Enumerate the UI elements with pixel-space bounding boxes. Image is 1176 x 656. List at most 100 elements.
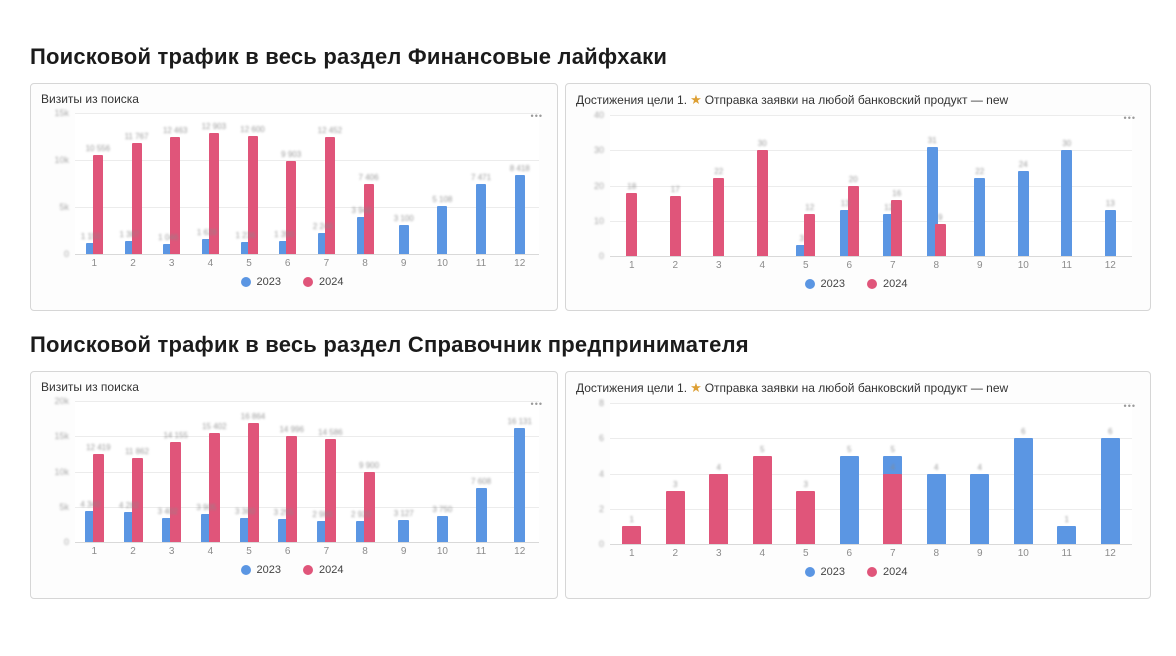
bar-2024-month-5[interactable] [804, 213, 816, 256]
bar-2024-month-3[interactable] [170, 442, 182, 542]
bar-2024-month-3[interactable] [713, 178, 725, 256]
legend-item-2024[interactable]: 2024 [303, 564, 343, 576]
x-axis-month-label: 11 [1061, 259, 1072, 271]
x-axis-month-label: 9 [400, 545, 407, 557]
bar-2023-month-6[interactable] [278, 519, 290, 542]
bar-2023-month-6[interactable] [839, 455, 859, 544]
chart-area: ••• 15k 10k 5k 0 1 150 10 556 1 387 11 767 1 046… [39, 108, 545, 288]
legend-dot-icon [303, 565, 313, 575]
bar-2024-month-4[interactable] [208, 132, 219, 254]
bar-2023-month-5[interactable] [240, 242, 251, 254]
bar-2023-month-7[interactable] [316, 521, 328, 542]
bar-2024-month-6[interactable] [286, 436, 298, 542]
bar-value-label: 1 046 [158, 233, 179, 243]
legend-item-2023[interactable]: 2023 [804, 278, 845, 290]
bar-2023-month-10[interactable] [1017, 171, 1029, 256]
bar-2023-month-12[interactable] [1104, 210, 1116, 256]
bar-2024-month-1[interactable] [622, 526, 642, 544]
bar-2023-month-8[interactable] [356, 216, 367, 254]
bar-2023-month-9[interactable] [398, 519, 410, 542]
legend-item-2023[interactable]: 2023 [240, 564, 281, 576]
bar-2024-month-8[interactable] [934, 224, 946, 256]
bar-2023-month-3[interactable] [162, 518, 174, 542]
bar-2023-month-9[interactable] [398, 224, 409, 254]
bar-2023-month-3[interactable] [163, 244, 174, 254]
bar-2023-month-8[interactable] [926, 473, 946, 544]
bar-2023-month-6[interactable] [279, 240, 290, 254]
bar-2023-month-11[interactable] [475, 488, 487, 542]
bar-2024-month-7[interactable] [324, 136, 335, 254]
bar-2024-month-7[interactable] [324, 439, 336, 542]
bar-2024-month-7[interactable] [883, 473, 903, 544]
bar-2024-month-3[interactable] [709, 473, 729, 544]
x-axis-month-label: 9 [976, 547, 983, 559]
section-heading-1: Поисковой трафик в весь раздел Финансовы… [30, 44, 668, 69]
bar-2023-month-11[interactable] [476, 183, 487, 254]
bar-2023-month-12[interactable] [514, 428, 526, 542]
bar-2023-month-1[interactable] [85, 243, 96, 254]
bar-value-label: 16 131 [507, 417, 532, 427]
legend-label: 2023 [256, 564, 281, 576]
bar-2023-month-11[interactable] [1061, 150, 1073, 256]
month-slot: 3 127 [384, 401, 423, 542]
bar-2024-month-6[interactable] [847, 185, 859, 256]
bar-2024-month-2[interactable] [665, 491, 685, 544]
y-axis-tick-label: 4 [598, 468, 604, 479]
more-menu-icon[interactable]: ••• [1123, 401, 1136, 411]
bar-value-label: 12 903 [201, 121, 227, 131]
bar-2024-month-2[interactable] [131, 458, 143, 542]
bar-2024-month-4[interactable] [752, 455, 772, 544]
gridline [610, 403, 1132, 404]
bar-2023-month-2[interactable] [124, 240, 135, 254]
bar-2023-month-2[interactable] [123, 511, 135, 542]
bar-2023-month-8[interactable] [926, 146, 938, 256]
bar-2023-month-5[interactable] [796, 245, 808, 256]
bar-2024-month-4[interactable] [756, 150, 768, 256]
bar-2023-month-1[interactable] [84, 511, 96, 542]
x-axis-month-label: 8 [362, 257, 368, 269]
more-menu-icon[interactable]: ••• [530, 111, 543, 121]
legend-item-2024[interactable]: 2024 [867, 278, 907, 290]
bar-2023-month-8[interactable] [355, 521, 367, 542]
bar-2024-month-6[interactable] [286, 160, 297, 254]
legend-item-2023[interactable]: 2023 [240, 276, 281, 288]
bar-2023-month-7[interactable] [883, 213, 895, 256]
legend-dot-icon [240, 565, 251, 575]
bar-2023-month-4[interactable] [200, 514, 212, 542]
bar-2023-month-9[interactable] [974, 178, 986, 256]
bar-2024-month-3[interactable] [170, 136, 181, 254]
legend-item-2024[interactable]: 2024 [303, 276, 343, 288]
bar-2023-month-10[interactable] [436, 515, 448, 542]
bar-2023-month-10[interactable] [1013, 438, 1033, 544]
bar-2024-month-1[interactable] [92, 454, 104, 542]
bar-2024-month-1[interactable] [92, 154, 103, 254]
bar-2023-month-5[interactable] [239, 518, 251, 542]
bar-2024-month-1[interactable] [626, 192, 638, 256]
bar-2023-month-11[interactable] [1057, 526, 1077, 544]
bar-value-label: 5 [847, 444, 852, 454]
bar-2024-month-2[interactable] [669, 196, 681, 256]
bar-2024-month-5[interactable] [796, 491, 816, 544]
bar-2023-month-12[interactable] [1100, 438, 1120, 544]
x-axis-month-label: 1 [628, 547, 635, 559]
bar-2023-month-9[interactable] [970, 473, 990, 544]
legend-item-2024[interactable]: 2024 [867, 566, 907, 578]
bar-2023-month-10[interactable] [437, 206, 448, 254]
bar-2024-month-5[interactable] [247, 423, 259, 542]
bar-2024-month-8[interactable] [363, 184, 374, 254]
bar-2023-month-7[interactable] [317, 232, 328, 254]
more-menu-icon[interactable]: ••• [1123, 113, 1136, 123]
bar-2024-month-7[interactable] [891, 199, 903, 256]
legend-item-2023[interactable]: 2023 [804, 566, 845, 578]
bar-2023-month-6[interactable] [839, 210, 851, 256]
bar-2024-month-2[interactable] [131, 143, 142, 254]
bar-2024-month-8[interactable] [363, 472, 375, 542]
bar-2024-month-4[interactable] [208, 433, 220, 542]
more-menu-icon[interactable]: ••• [530, 399, 543, 409]
goal-star-icon: ★ [690, 380, 702, 395]
gridline [75, 401, 539, 402]
bar-2024-month-5[interactable] [247, 135, 258, 254]
bar-2023-month-4[interactable] [201, 238, 212, 254]
bar-2023-month-12[interactable] [514, 174, 525, 254]
